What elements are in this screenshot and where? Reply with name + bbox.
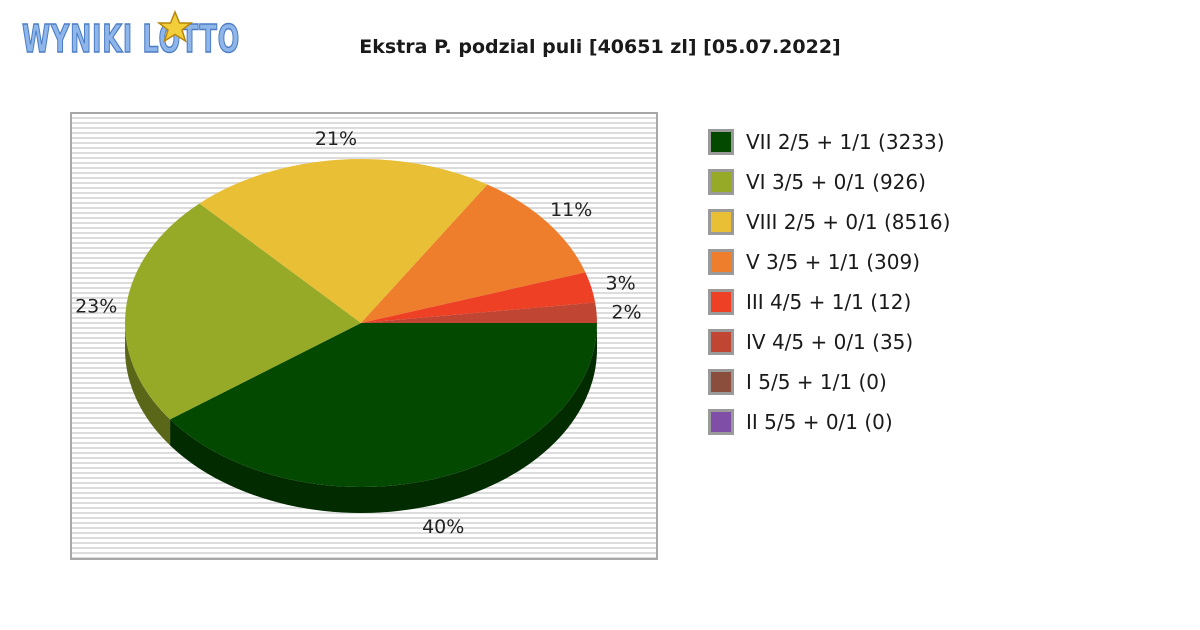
pie-slice [199,159,488,323]
legend-item: I 5/5 + 1/1 (0) [708,362,1188,402]
pie-slice-side [125,323,171,446]
pie-percent-label: 40% [422,516,464,538]
legend-swatch [708,289,734,315]
pie-percent-label: 21% [315,128,357,150]
logo-wordmark: WYNIKI LOTTO [22,17,240,61]
wyniki-lotto-logo: WYNIKI LOTTO [21,10,240,62]
pie-percent-label: 23% [75,296,117,318]
pie-percent-label: 2% [611,301,641,323]
pie-chart: 40% 23% 21% 11% 3% 2% [70,112,658,560]
pie-slice-side [170,323,597,513]
pie-slice [361,184,586,323]
logo-star-icon [156,10,194,43]
pie-slice [361,302,597,323]
legend-item: V 3/5 + 1/1 (309) [708,242,1188,282]
legend-label: II 5/5 + 0/1 (0) [746,410,893,434]
plot-area: 40% 23% 21% 11% 3% 2% [70,112,658,560]
legend-label: I 5/5 + 1/1 (0) [746,370,887,394]
legend-item: IV 4/5 + 0/1 (35) [708,322,1188,362]
legend-item: VII 2/5 + 1/1 (3233) [708,122,1188,162]
pie-slice [125,203,361,420]
legend-swatch [708,369,734,395]
legend-label: VIII 2/5 + 0/1 (8516) [746,210,951,234]
legend-swatch [708,409,734,435]
legend-item: III 4/5 + 1/1 (12) [708,282,1188,322]
legend-label: V 3/5 + 1/1 (309) [746,250,921,274]
legend-swatch [708,209,734,235]
legend-swatch [708,329,734,355]
pie-slice [170,323,597,487]
legend-swatch [708,249,734,275]
pie-slice [361,272,596,323]
legend-label: VII 2/5 + 1/1 (3233) [746,130,945,154]
legend: VII 2/5 + 1/1 (3233) VI 3/5 + 0/1 (926) VI… [708,122,1188,442]
legend-item: VIII 2/5 + 0/1 (8516) [708,202,1188,242]
chart-title: Ekstra P. podzial puli [40651 zl] [05.07… [359,36,841,58]
legend-label: IV 4/5 + 0/1 (35) [746,330,914,354]
legend-item: II 5/5 + 0/1 (0) [708,402,1188,442]
pie-percent-label: 3% [606,272,636,294]
legend-label: III 4/5 + 1/1 (12) [746,290,912,314]
legend-swatch [708,169,734,195]
legend-label: VI 3/5 + 0/1 (926) [746,170,926,194]
pie-percent-label: 11% [550,199,592,221]
legend-item: VI 3/5 + 0/1 (926) [708,162,1188,202]
legend-swatch [708,129,734,155]
